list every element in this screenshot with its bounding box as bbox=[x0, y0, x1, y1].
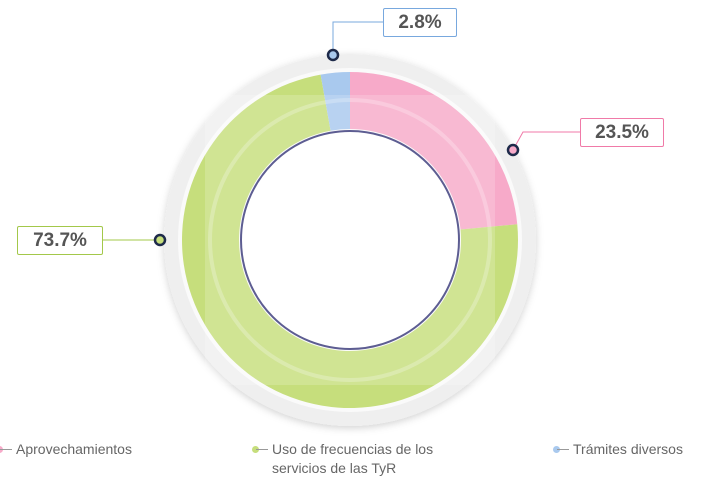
legend-text: Aprovechamientos bbox=[16, 441, 132, 457]
legend-text: Uso de frecuencias de los servicios de l… bbox=[272, 441, 434, 476]
legend-dash bbox=[256, 449, 268, 450]
legend-item: Uso de frecuencias de los servicios de l… bbox=[252, 440, 472, 478]
legend-dot bbox=[252, 446, 259, 453]
inner-ring bbox=[240, 130, 460, 350]
legend-dot bbox=[553, 446, 560, 453]
callout-dot bbox=[506, 143, 520, 157]
segment-band bbox=[349, 98, 492, 228]
segment bbox=[182, 74, 518, 408]
legend-dash bbox=[0, 449, 12, 450]
callout-line bbox=[332, 21, 383, 55]
value-label: 23.5% bbox=[580, 118, 664, 147]
glare bbox=[205, 95, 495, 385]
value-label: 2.8% bbox=[383, 8, 457, 37]
segment bbox=[350, 72, 518, 230]
legend-item: Trámites diversos bbox=[553, 440, 683, 459]
callout-dot bbox=[326, 48, 340, 62]
legend-marker bbox=[553, 440, 569, 459]
callout-line bbox=[512, 131, 580, 151]
segments bbox=[182, 72, 518, 408]
value-label: 73.7% bbox=[17, 226, 103, 255]
callout-dot bbox=[153, 233, 167, 247]
legend-marker bbox=[0, 440, 12, 459]
segment-band bbox=[325, 98, 351, 105]
callouts bbox=[103, 21, 580, 247]
legend-marker bbox=[252, 440, 268, 459]
legend-dash bbox=[557, 449, 569, 450]
segment-band bbox=[208, 100, 492, 382]
legend-item: Aprovechamientos bbox=[0, 440, 132, 459]
legend-text: Trámites diversos bbox=[573, 441, 683, 457]
segment bbox=[320, 72, 350, 131]
